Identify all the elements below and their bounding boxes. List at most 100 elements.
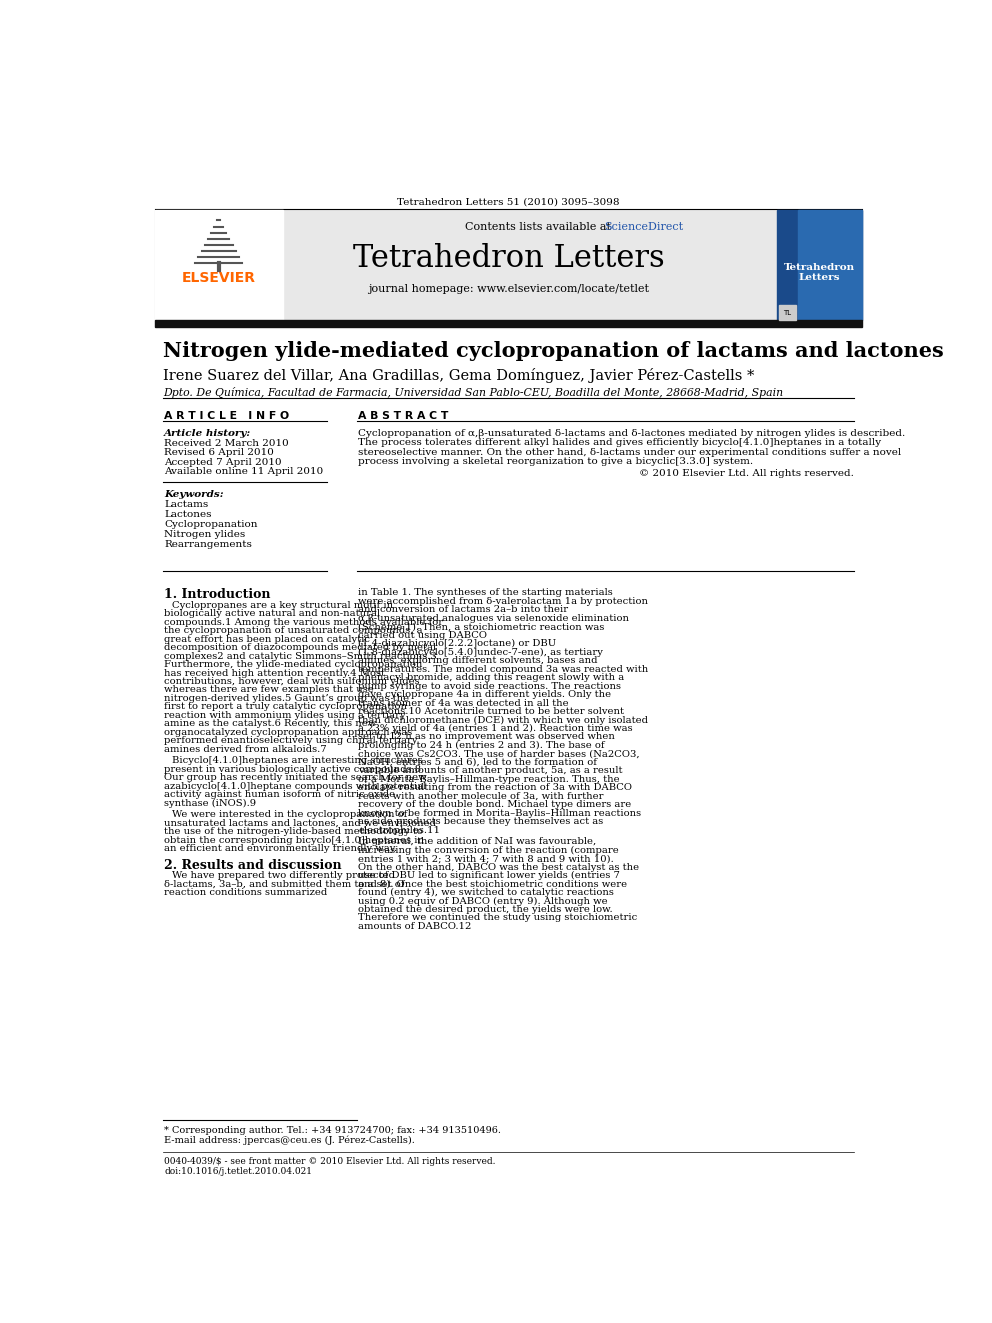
Text: pump syringe to avoid side reactions. The reactions: pump syringe to avoid side reactions. Th… bbox=[358, 681, 621, 691]
Bar bbox=[155, 210, 862, 320]
Text: as side products because they themselves act as: as side products because they themselves… bbox=[358, 818, 603, 826]
Text: compounds.1 Among the various methods available for: compounds.1 Among the various methods av… bbox=[165, 618, 443, 627]
Text: choice was Cs2CO3. The use of harder bases (Na2CO3,: choice was Cs2CO3. The use of harder bas… bbox=[358, 749, 640, 758]
Text: performed enantioselectively using chiral tertiary: performed enantioselectively using chira… bbox=[165, 737, 418, 745]
Text: Article history:: Article history: bbox=[165, 429, 252, 438]
Text: process involving a skeletal reorganization to give a bicyclic[3.3.0] system.: process involving a skeletal reorganizat… bbox=[358, 456, 753, 466]
Text: an efficient and environmentally friendly way.: an efficient and environmentally friendl… bbox=[165, 844, 398, 853]
Text: electrophiles.11: electrophiles.11 bbox=[358, 826, 440, 835]
Text: ScienceDirect: ScienceDirect bbox=[604, 222, 683, 232]
Text: 2. Results and discussion: 2. Results and discussion bbox=[165, 859, 342, 872]
Text: of a Morita–Baylis–Hillman-type reaction. Thus, the: of a Morita–Baylis–Hillman-type reaction… bbox=[358, 775, 620, 783]
Text: enolate resulting from the reaction of 3a with DABCO: enolate resulting from the reaction of 3… bbox=[358, 783, 632, 792]
Text: prolonging to 24 h (entries 2 and 3). The base of: prolonging to 24 h (entries 2 and 3). Th… bbox=[358, 741, 605, 750]
Text: the use of the nitrogen-ylide-based methodology to: the use of the nitrogen-ylide-based meth… bbox=[165, 827, 424, 836]
Text: than dichloromethane (DCE) with which we only isolated: than dichloromethane (DCE) with which we… bbox=[358, 716, 648, 725]
Text: Cyclopropanes are a key structural motif in: Cyclopropanes are a key structural motif… bbox=[172, 601, 393, 610]
Text: Available online 11 April 2010: Available online 11 April 2010 bbox=[165, 467, 323, 476]
Text: We have prepared two differently protected: We have prepared two differently protect… bbox=[172, 871, 395, 880]
Text: * Corresponding author. Tel.: +34 913724700; fax: +34 913510496.: * Corresponding author. Tel.: +34 913724… bbox=[165, 1126, 501, 1135]
Text: stereoselective manner. On the other hand, δ-lactams under our experimental cond: stereoselective manner. On the other han… bbox=[358, 447, 902, 456]
Text: amine as the catalyst.6 Recently, this new: amine as the catalyst.6 Recently, this n… bbox=[165, 720, 377, 729]
Bar bbox=[779, 306, 796, 320]
Text: phenacyl bromide, adding this reagent slowly with a: phenacyl bromide, adding this reagent sl… bbox=[358, 673, 624, 683]
Text: E-mail address: jpercas@ceu.es (J. Pérez-Castells).: E-mail address: jpercas@ceu.es (J. Pérez… bbox=[165, 1135, 416, 1144]
Text: unsaturated lactams and lactones, and we envisioned: unsaturated lactams and lactones, and we… bbox=[165, 819, 436, 828]
Bar bbox=[155, 320, 862, 327]
Text: temperatures. The model compound 3a was reacted with: temperatures. The model compound 3a was … bbox=[358, 664, 649, 673]
Text: has received high attention recently.4 Most: has received high attention recently.4 M… bbox=[165, 668, 385, 677]
Text: Furthermore, the ylide-mediated cyclopropanation: Furthermore, the ylide-mediated cyclopro… bbox=[165, 660, 423, 669]
Text: Revised 6 April 2010: Revised 6 April 2010 bbox=[165, 448, 274, 458]
Text: and 8). Once the best stoichiometric conditions were: and 8). Once the best stoichiometric con… bbox=[358, 880, 627, 889]
Text: contributions, however, deal with sulfonium ylides: contributions, however, deal with sulfon… bbox=[165, 677, 420, 685]
Text: Received 2 March 2010: Received 2 March 2010 bbox=[165, 439, 289, 448]
Bar bbox=[799, 210, 862, 320]
Text: Therefore we continued the study using stoichiometric: Therefore we continued the study using s… bbox=[358, 913, 637, 922]
Text: obtained the desired product, the yields were low.: obtained the desired product, the yields… bbox=[358, 905, 613, 914]
Text: amines, exploring different solvents, bases and: amines, exploring different solvents, ba… bbox=[358, 656, 597, 665]
Text: Rearrangements: Rearrangements bbox=[165, 540, 252, 549]
Text: nitrogen-derived ylides.5 Gaunt’s group was the: nitrogen-derived ylides.5 Gaunt’s group … bbox=[165, 693, 410, 703]
Text: entries 1 with 2; 3 with 4; 7 with 8 and 9 with 10).: entries 1 with 2; 3 with 4; 7 with 8 and… bbox=[358, 855, 614, 863]
Text: Tetrahedron
Letters: Tetrahedron Letters bbox=[784, 263, 855, 282]
Text: a 23% yield of 4a (entries 1 and 2). Reaction time was: a 23% yield of 4a (entries 1 and 2). Rea… bbox=[358, 724, 633, 733]
Text: reactions.10 Acetonitrile turned to be better solvent: reactions.10 Acetonitrile turned to be b… bbox=[358, 706, 624, 716]
Text: gave cyclopropane 4a in different yields. Only the: gave cyclopropane 4a in different yields… bbox=[358, 691, 611, 699]
Text: (Scheme 1). Then, a stoichiometric reaction was: (Scheme 1). Then, a stoichiometric react… bbox=[358, 622, 604, 631]
Text: In general, the addition of NaI was favourable,: In general, the addition of NaI was favo… bbox=[358, 837, 596, 847]
Text: amounts of DABCO.12: amounts of DABCO.12 bbox=[358, 922, 471, 931]
Text: in Table 1. The syntheses of the starting materials: in Table 1. The syntheses of the startin… bbox=[358, 589, 613, 598]
Text: (1,8-diazabicyclo[5.4.0]undec-7-ene), as tertiary: (1,8-diazabicyclo[5.4.0]undec-7-ene), as… bbox=[358, 648, 603, 656]
Text: Keywords:: Keywords: bbox=[165, 490, 224, 499]
Text: δ-lactams, 3a–b, and submitted them to a set of: δ-lactams, 3a–b, and submitted them to a… bbox=[165, 880, 405, 889]
Text: TL: TL bbox=[784, 310, 792, 316]
Text: doi:10.1016/j.tetlet.2010.04.021: doi:10.1016/j.tetlet.2010.04.021 bbox=[165, 1167, 312, 1176]
Text: journal homepage: www.elsevier.com/locate/tetlet: journal homepage: www.elsevier.com/locat… bbox=[368, 283, 649, 294]
Text: obtain the corresponding bicyclo[4.1.0]heptanes in: obtain the corresponding bicyclo[4.1.0]h… bbox=[165, 836, 425, 844]
Text: The process tolerates different alkyl halides and gives efficiently bicyclo[4.1.: The process tolerates different alkyl ha… bbox=[358, 438, 881, 447]
Text: first to report a truly catalytic cyclopropanation: first to report a truly catalytic cyclop… bbox=[165, 703, 408, 712]
Text: NaOH, entries 5 and 6), led to the formation of: NaOH, entries 5 and 6), led to the forma… bbox=[358, 758, 597, 767]
Text: biologically active natural and non-natural: biologically active natural and non-natu… bbox=[165, 609, 380, 618]
Text: Tetrahedron Letters: Tetrahedron Letters bbox=[352, 243, 665, 274]
Text: Irene Suarez del Villar, Ana Gradillas, Gema Domínguez, Javier Pérez-Castells *: Irene Suarez del Villar, Ana Gradillas, … bbox=[163, 368, 754, 384]
Text: complexes2 and catalytic Simmons–Smith reactions.3: complexes2 and catalytic Simmons–Smith r… bbox=[165, 651, 437, 660]
Text: reaction conditions summarized: reaction conditions summarized bbox=[165, 888, 327, 897]
Text: Lactones: Lactones bbox=[165, 509, 212, 519]
Text: Tetrahedron Letters 51 (2010) 3095–3098: Tetrahedron Letters 51 (2010) 3095–3098 bbox=[397, 197, 620, 206]
Text: Accepted 7 April 2010: Accepted 7 April 2010 bbox=[165, 458, 282, 467]
Text: A B S T R A C T: A B S T R A C T bbox=[358, 411, 448, 421]
Text: ELSEVIER: ELSEVIER bbox=[182, 271, 256, 286]
Text: found (entry 4), we switched to catalytic reactions: found (entry 4), we switched to catalyti… bbox=[358, 888, 614, 897]
Text: Cyclopropanation of α,β-unsaturated δ-lactams and δ-lactones mediated by nitroge: Cyclopropanation of α,β-unsaturated δ-la… bbox=[358, 429, 906, 438]
Text: great effort has been placed on catalytic: great effort has been placed on catalyti… bbox=[165, 635, 370, 643]
Text: Nitrogen ylide-mediated cyclopropanation of lactams and lactones: Nitrogen ylide-mediated cyclopropanation… bbox=[163, 341, 943, 361]
Text: We were interested in the cyclopropanation of: We were interested in the cyclopropanati… bbox=[172, 810, 408, 819]
Text: Bicyclo[4.1.0]heptanes are interesting structures: Bicyclo[4.1.0]heptanes are interesting s… bbox=[172, 757, 423, 765]
Text: reaction with ammonium ylides using a tertiary: reaction with ammonium ylides using a te… bbox=[165, 710, 406, 720]
Text: Cyclopropanation: Cyclopropanation bbox=[165, 520, 258, 529]
Text: recovery of the double bond. Michael type dimers are: recovery of the double bond. Michael typ… bbox=[358, 800, 631, 810]
Text: 0040-4039/$ - see front matter © 2010 Elsevier Ltd. All rights reserved.: 0040-4039/$ - see front matter © 2010 El… bbox=[165, 1158, 496, 1167]
Text: known to be formed in Morita–Baylis–Hillman reactions: known to be formed in Morita–Baylis–Hill… bbox=[358, 808, 641, 818]
Text: Our group has recently initiated the search for new: Our group has recently initiated the sea… bbox=[165, 773, 427, 782]
Text: Dpto. De Química, Facultad de Farmacia, Universidad San Pablo-CEU, Boadilla del : Dpto. De Química, Facultad de Farmacia, … bbox=[163, 386, 783, 398]
Text: © 2010 Elsevier Ltd. All rights reserved.: © 2010 Elsevier Ltd. All rights reserved… bbox=[639, 470, 854, 478]
Text: use of DBU led to significant lower yields (entries 7: use of DBU led to significant lower yiel… bbox=[358, 871, 620, 880]
Text: amines derived from alkaloids.7: amines derived from alkaloids.7 bbox=[165, 745, 327, 754]
Text: 1. Introduction: 1. Introduction bbox=[165, 589, 271, 602]
Text: trans isomer of 4a was detected in all the: trans isomer of 4a was detected in all t… bbox=[358, 699, 568, 708]
Text: Lactams: Lactams bbox=[165, 500, 208, 509]
Text: Nitrogen ylides: Nitrogen ylides bbox=[165, 531, 246, 538]
Text: the cyclopropanation of unsaturated compounds, a: the cyclopropanation of unsaturated comp… bbox=[165, 626, 423, 635]
Text: reacts with another molecule of 3a, with further: reacts with another molecule of 3a, with… bbox=[358, 791, 603, 800]
Text: using 0.2 equiv of DABCO (entry 9). Although we: using 0.2 equiv of DABCO (entry 9). Alth… bbox=[358, 897, 608, 905]
Text: A R T I C L E   I N F O: A R T I C L E I N F O bbox=[165, 411, 290, 421]
Text: On the other hand, DABCO was the best catalyst as the: On the other hand, DABCO was the best ca… bbox=[358, 863, 639, 872]
Bar bbox=[777, 210, 862, 320]
Text: variable amounts of another product, 5a, as a result: variable amounts of another product, 5a,… bbox=[358, 766, 623, 775]
Text: (1,4-diazabicyclo[2.2.2]octane) or DBU: (1,4-diazabicyclo[2.2.2]octane) or DBU bbox=[358, 639, 557, 648]
Text: set to 12 h as no improvement was observed when: set to 12 h as no improvement was observ… bbox=[358, 733, 615, 741]
Text: whereas there are few examples that use: whereas there are few examples that use bbox=[165, 685, 374, 695]
